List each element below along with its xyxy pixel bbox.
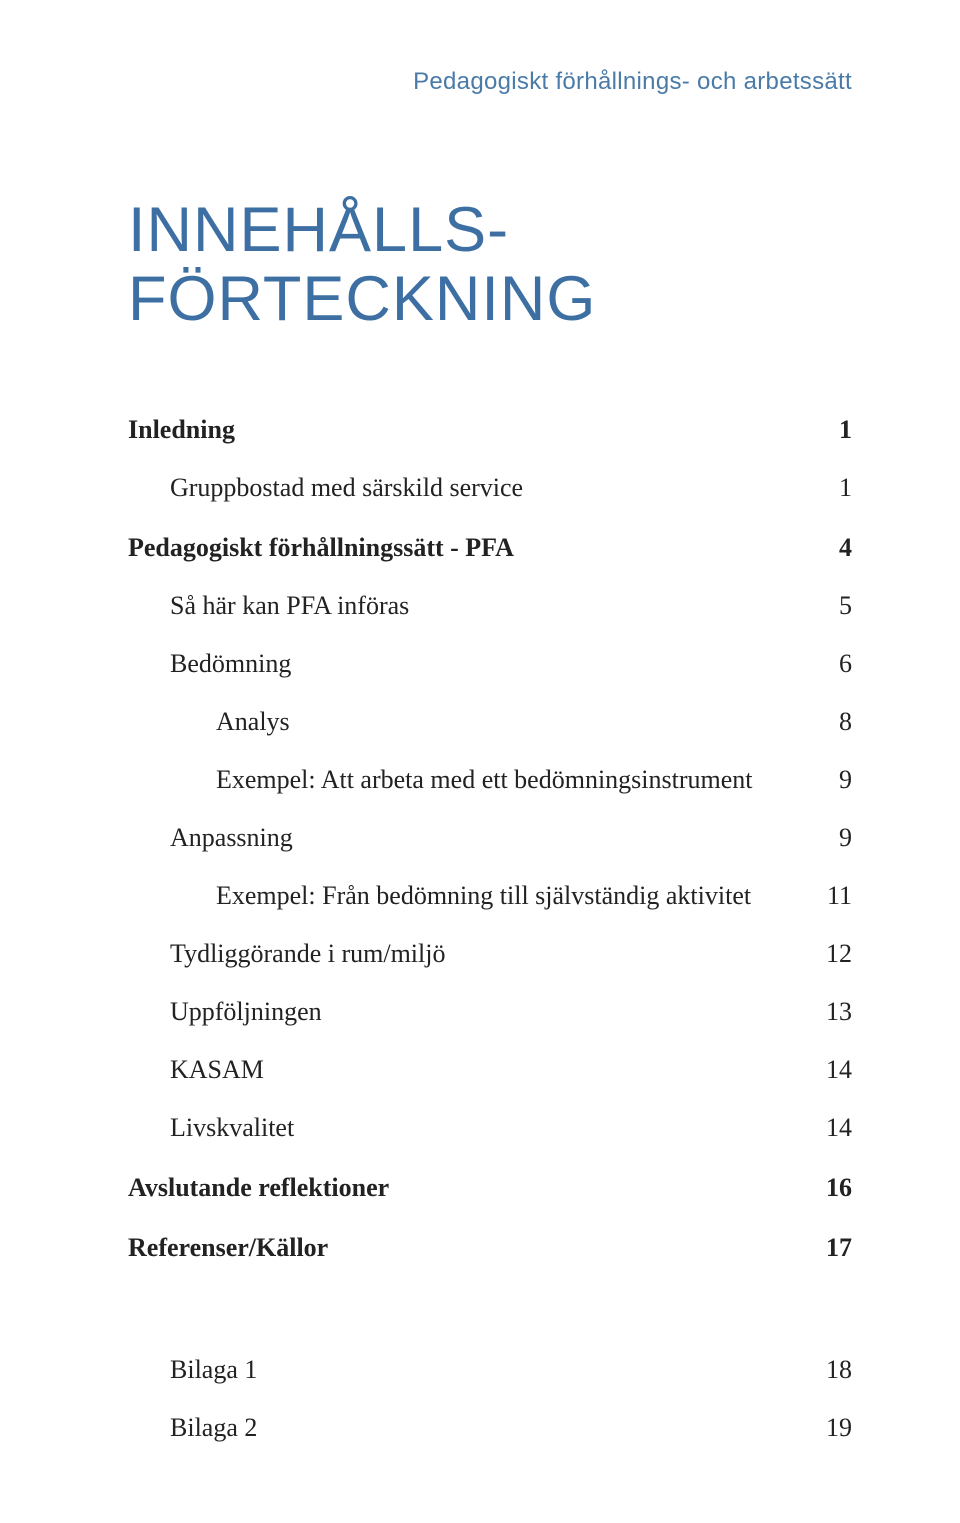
- toc-page: 18: [792, 1355, 852, 1385]
- toc-page: 4: [792, 533, 852, 563]
- toc-page: 12: [792, 939, 852, 969]
- toc-page: 14: [792, 1113, 852, 1143]
- toc-entry: Analys 8: [128, 707, 852, 737]
- toc-entry: Anpassning 9: [128, 823, 852, 853]
- toc-label: Bilaga 2: [170, 1413, 792, 1443]
- running-head: Pedagogiskt förhållnings- och arbetssätt: [128, 68, 852, 96]
- toc-label: Bedömning: [170, 649, 792, 679]
- toc-label: KASAM: [170, 1055, 792, 1085]
- toc-label: Bilaga 1: [170, 1355, 792, 1385]
- toc-label: Pedagogiskt förhållningssätt - PFA: [128, 533, 792, 563]
- toc-entry: Avslutande reflektioner 16: [128, 1173, 852, 1203]
- toc-label: Avslutande reflektioner: [128, 1173, 792, 1203]
- page: Pedagogiskt förhållnings- och arbetssätt…: [0, 0, 960, 1523]
- toc-label: Inledning: [128, 415, 792, 445]
- toc-label: Livskvalitet: [170, 1113, 792, 1143]
- toc-entry: Bilaga 1 18: [128, 1355, 852, 1385]
- title-line-1: INNEHÅLLS-: [128, 195, 509, 265]
- toc-page: 19: [792, 1413, 852, 1443]
- toc-label: Analys: [216, 707, 792, 737]
- toc-entry: Tydliggörande i rum/miljö 12: [128, 939, 852, 969]
- toc-entry: Bilaga 2 19: [128, 1413, 852, 1443]
- toc-entry: Pedagogiskt förhållningssätt - PFA 4: [128, 533, 852, 563]
- toc-entry: Exempel: Från bedömning till självständi…: [128, 881, 852, 911]
- toc-label: Exempel: Att arbeta med ett bedömningsin…: [216, 765, 792, 795]
- toc-entry: KASAM 14: [128, 1055, 852, 1085]
- toc-label: Referenser/Källor: [128, 1233, 792, 1263]
- toc-label: Exempel: Från bedömning till självständi…: [216, 881, 792, 911]
- toc-entry: Exempel: Att arbeta med ett bedömningsin…: [128, 765, 852, 795]
- toc-page: 11: [792, 881, 852, 911]
- toc-label: Uppföljningen: [170, 997, 792, 1027]
- toc-label: Anpassning: [170, 823, 792, 853]
- toc-entry: Referenser/Källor 17: [128, 1233, 852, 1263]
- toc-label: Gruppbostad med särskild service: [170, 473, 792, 503]
- toc-entry: Inledning 1: [128, 415, 852, 445]
- table-of-contents: Inledning 1 Gruppbostad med särskild ser…: [128, 415, 852, 1443]
- toc-page: 14: [792, 1055, 852, 1085]
- toc-entry: Så här kan PFA införas 5: [128, 591, 852, 621]
- toc-label: Tydliggörande i rum/miljö: [170, 939, 792, 969]
- toc-entry: Uppföljningen 13: [128, 997, 852, 1027]
- page-title: INNEHÅLLS- FÖRTECKNING: [128, 196, 852, 335]
- toc-page: 17: [792, 1233, 852, 1263]
- toc-label: Så här kan PFA införas: [170, 591, 792, 621]
- toc-page: 6: [792, 649, 852, 679]
- toc-entry: Gruppbostad med särskild service 1: [128, 473, 852, 503]
- toc-page: 1: [792, 473, 852, 503]
- toc-entry: Livskvalitet 14: [128, 1113, 852, 1143]
- toc-page: 16: [792, 1173, 852, 1203]
- toc-page: 5: [792, 591, 852, 621]
- toc-page: 9: [792, 823, 852, 853]
- toc-page: 13: [792, 997, 852, 1027]
- toc-page: 1: [792, 415, 852, 445]
- title-line-2: FÖRTECKNING: [128, 264, 596, 334]
- toc-entry: Bedömning 6: [128, 649, 852, 679]
- toc-page: 9: [792, 765, 852, 795]
- toc-page: 8: [792, 707, 852, 737]
